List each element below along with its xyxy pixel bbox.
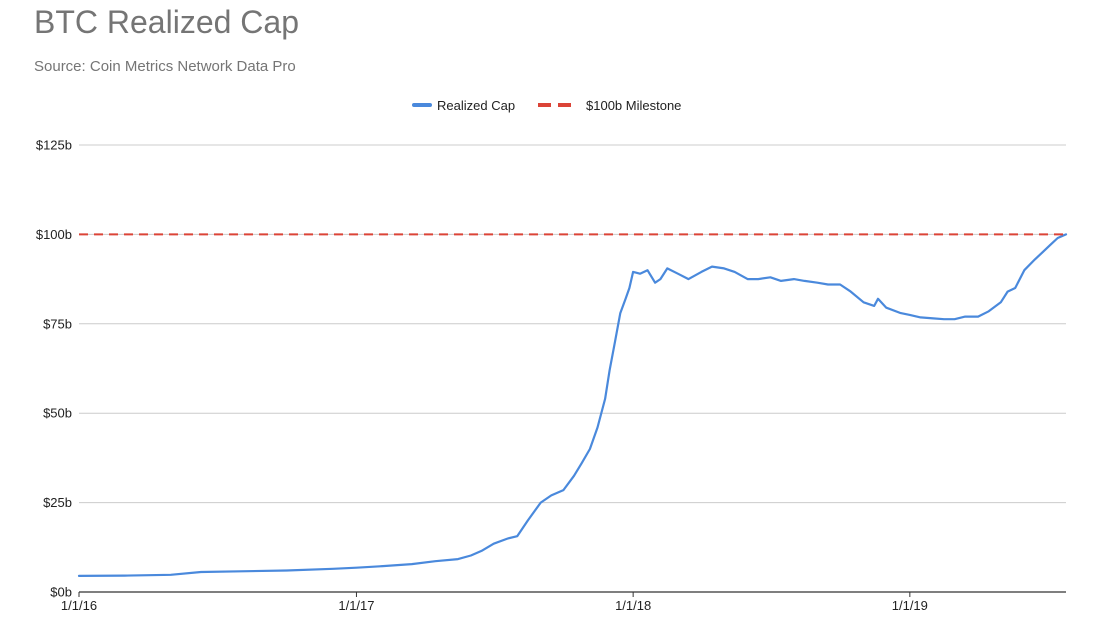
y-tick-label: $100b	[36, 227, 72, 242]
chart-title: BTC Realized Cap	[34, 4, 299, 40]
legend-item-100b-milestone[interactable]: $100b Milestone	[538, 98, 681, 113]
y-tick-label: $125b	[36, 138, 72, 153]
y-axis-ticks: $0b $25b $50b $75b $100b $125b	[36, 138, 72, 600]
gridlines	[79, 144, 1066, 593]
x-tick-label: 1/1/18	[615, 598, 651, 613]
y-tick-label: $50b	[43, 406, 72, 421]
y-tick-label: $25b	[43, 495, 72, 510]
x-tick-label: 1/1/17	[338, 598, 374, 613]
chart-subtitle: Source: Coin Metrics Network Data Pro	[34, 58, 296, 75]
series-layer	[77, 233, 1068, 578]
x-tick-label: 1/1/19	[892, 598, 928, 613]
x-tick-label: 1/1/16	[61, 598, 97, 613]
legend-label-100b-milestone: $100b Milestone	[586, 98, 681, 113]
series-line-realized-cap	[77, 233, 1068, 578]
legend-item-realized-cap[interactable]: Realized Cap	[412, 98, 515, 113]
x-axis-ticks: 1/1/16 1/1/17 1/1/18 1/1/19	[61, 592, 928, 613]
legend-label-realized-cap: Realized Cap	[437, 98, 515, 113]
legend: Realized Cap $100b Milestone	[412, 98, 681, 113]
y-tick-label: $75b	[43, 316, 72, 331]
y-tick-label: $0b	[50, 585, 72, 600]
